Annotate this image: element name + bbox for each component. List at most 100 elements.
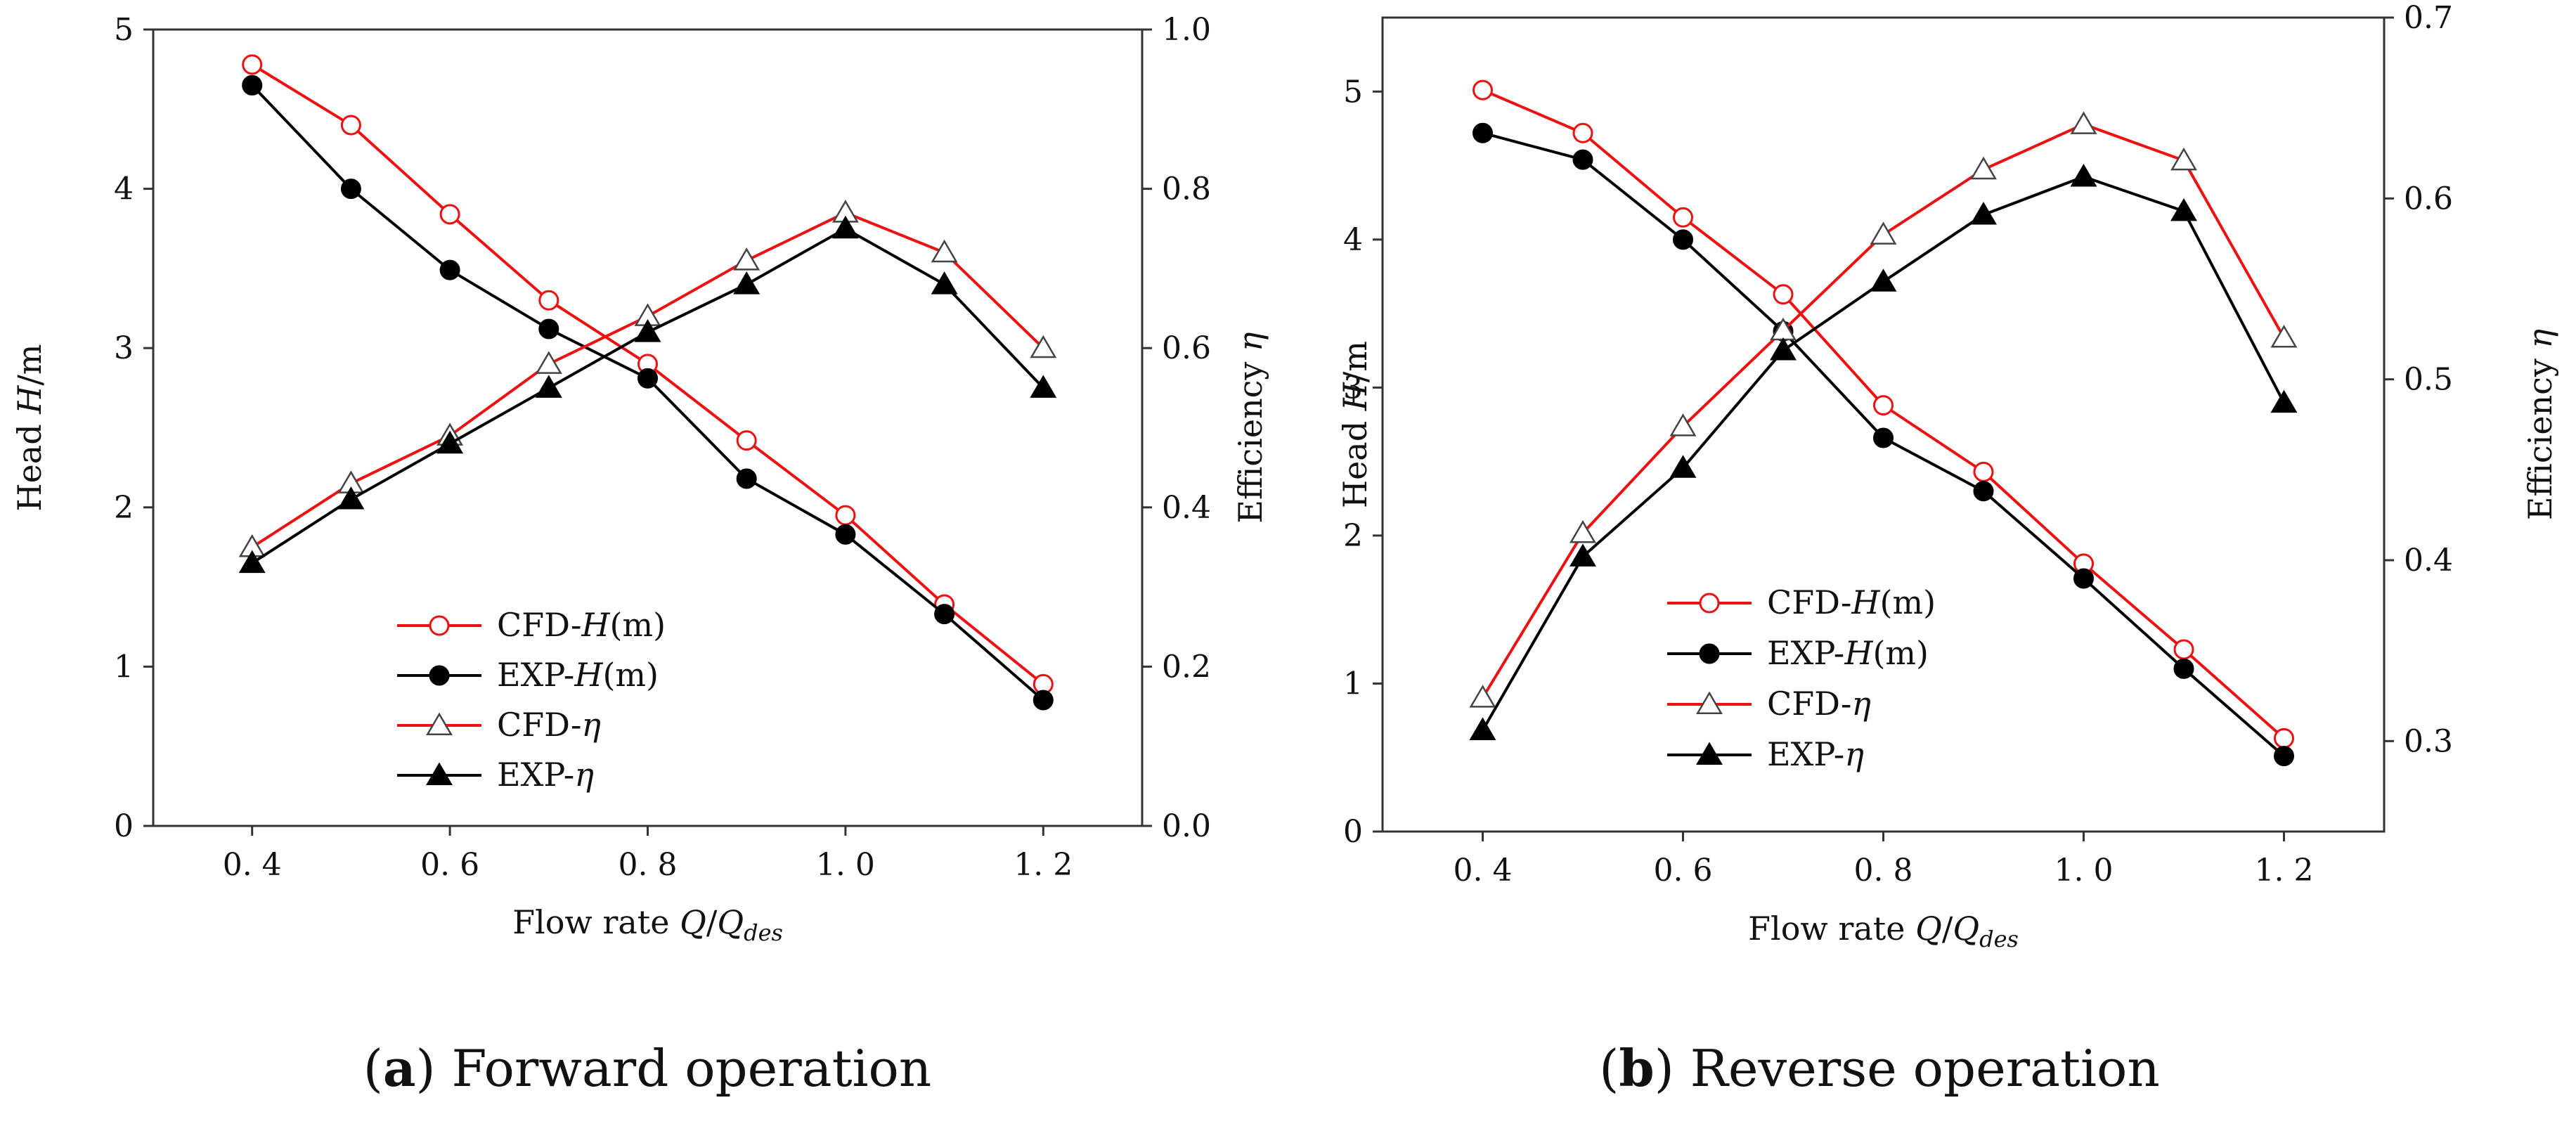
legend-marker — [1699, 593, 1720, 614]
data-point — [1973, 461, 1994, 482]
data-point — [1469, 717, 1496, 740]
series-triangle-filled — [238, 215, 1057, 574]
y-left-axis-label: Head H/m — [11, 344, 48, 511]
series-triangle-filled — [1469, 163, 2298, 740]
y-right-tick-label: 0.0 — [1162, 808, 1211, 844]
data-point — [1473, 122, 1493, 143]
data-point — [1033, 690, 1054, 711]
data-point — [1572, 122, 1593, 143]
data-point — [337, 486, 365, 510]
x-tick-label: 0. 4 — [223, 847, 282, 883]
legend-entry: CFD-η — [1667, 685, 1871, 723]
data-point — [1030, 335, 1057, 358]
data-point — [1770, 337, 1797, 361]
data-point — [1870, 269, 1897, 292]
data-point — [1970, 156, 1997, 180]
x-tick-label: 0. 8 — [619, 847, 678, 883]
x-axis-label: Flow rate Q/Qdes — [1748, 910, 2019, 952]
data-point — [538, 290, 559, 311]
data-point — [242, 75, 263, 96]
data-point — [733, 271, 760, 295]
y-left-tick-label: 5 — [1343, 74, 1363, 110]
legend-entry: CFD-H(m) — [1667, 583, 1936, 621]
plot-frame — [152, 28, 1144, 827]
data-point — [538, 318, 559, 340]
data-point — [931, 239, 958, 263]
data-point — [1970, 202, 1997, 225]
data-point — [1673, 207, 1693, 228]
data-point — [2073, 568, 2094, 589]
data-point — [1973, 481, 1994, 502]
legend-label: EXP-H(m) — [497, 656, 659, 694]
data-point — [2170, 147, 2197, 171]
legend-label: EXP-η — [497, 756, 594, 794]
chart-b: 0. 4 0. 6 0. 8 1. 0 1. 2 0 1 2 3 4 5 0.3 0.4 0.5 0.6 0.… — [1336, 0, 2559, 1098]
x-tick-label: 1. 0 — [816, 847, 875, 883]
legend-marker — [1699, 643, 1720, 664]
x-tick-label: 0. 6 — [1654, 853, 1713, 888]
data-point — [2173, 658, 2194, 679]
y-left-tick-label: 1 — [1343, 666, 1363, 701]
data-point — [637, 368, 658, 389]
data-point — [1873, 427, 1894, 448]
y-left-tick-label: 2 — [114, 490, 134, 526]
legend-entry: CFD-H(m) — [397, 606, 666, 644]
series-circle-filled — [242, 75, 1054, 711]
data-point — [340, 179, 361, 200]
data-point — [1569, 543, 1596, 567]
data-point — [1473, 79, 1493, 101]
series-circle-open — [1473, 79, 2294, 749]
data-point — [2070, 163, 2097, 187]
x-tick-label: 0. 8 — [1854, 853, 1913, 888]
y-right-tick-label: 0.7 — [2404, 0, 2453, 36]
legend-marker — [1696, 742, 1723, 765]
data-point — [2070, 111, 2097, 134]
y-right-tick-label: 0.3 — [2404, 723, 2453, 759]
legend-entry: CFD-η — [397, 706, 601, 744]
y-right-axis-label: Efficiency η — [2521, 328, 2559, 520]
y-left-tick-label: 2 — [1343, 518, 1363, 554]
data-point — [1870, 221, 1897, 245]
legend-label: CFD-η — [1767, 685, 1871, 723]
data-point — [242, 54, 263, 75]
data-point — [1030, 375, 1057, 398]
data-point — [736, 468, 757, 489]
figure-caption: (a) Forward operation — [363, 1038, 932, 1098]
y-right-tick-label: 1.0 — [1162, 12, 1211, 48]
legend-entry: EXP-H(m) — [397, 656, 659, 694]
legend-label: EXP-H(m) — [1767, 634, 1929, 672]
data-point — [439, 204, 460, 225]
chart-a: 0. 4 0. 6 0. 8 1. 0 1. 2 0 1 2 3 4 5 0.0 0.2 0.4 0.6 0.… — [11, 12, 1269, 1098]
series-line — [251, 226, 1044, 564]
figure-caption: (b) Reverse operation — [1599, 1038, 2159, 1098]
data-point — [1873, 395, 1894, 416]
data-point — [1669, 413, 1697, 437]
x-tick-label: 1. 2 — [2255, 853, 2314, 888]
y-left-tick-label: 1 — [114, 649, 134, 685]
plot-frame — [1381, 16, 2386, 833]
legend-marker — [426, 712, 453, 736]
y-right-tick-label: 0.4 — [1162, 490, 1211, 526]
data-point — [535, 351, 562, 374]
data-point — [835, 524, 856, 545]
y-left-tick-label: 0 — [114, 808, 134, 844]
x-axis-label: Flow rate Q/Qdes — [512, 903, 783, 946]
data-point — [1572, 149, 1593, 170]
data-point — [340, 115, 361, 136]
data-point — [931, 271, 958, 295]
data-point — [2173, 639, 2194, 660]
y-left-tick-label: 5 — [114, 12, 134, 48]
data-point — [2270, 389, 2298, 413]
legend-label: CFD-η — [497, 706, 601, 744]
legend-marker — [429, 665, 450, 686]
y-left-tick-label: 3 — [114, 330, 134, 366]
data-point — [238, 550, 266, 574]
y-right-tick-label: 0.6 — [1162, 330, 1211, 366]
legend-marker — [426, 762, 453, 786]
x-tick-label: 0. 6 — [420, 847, 479, 883]
y-right-tick-label: 0.4 — [2404, 543, 2453, 578]
legend-entry: EXP-H(m) — [1667, 634, 1929, 672]
y-right-tick-label: 0.5 — [2404, 362, 2453, 398]
data-point — [2274, 746, 2294, 767]
